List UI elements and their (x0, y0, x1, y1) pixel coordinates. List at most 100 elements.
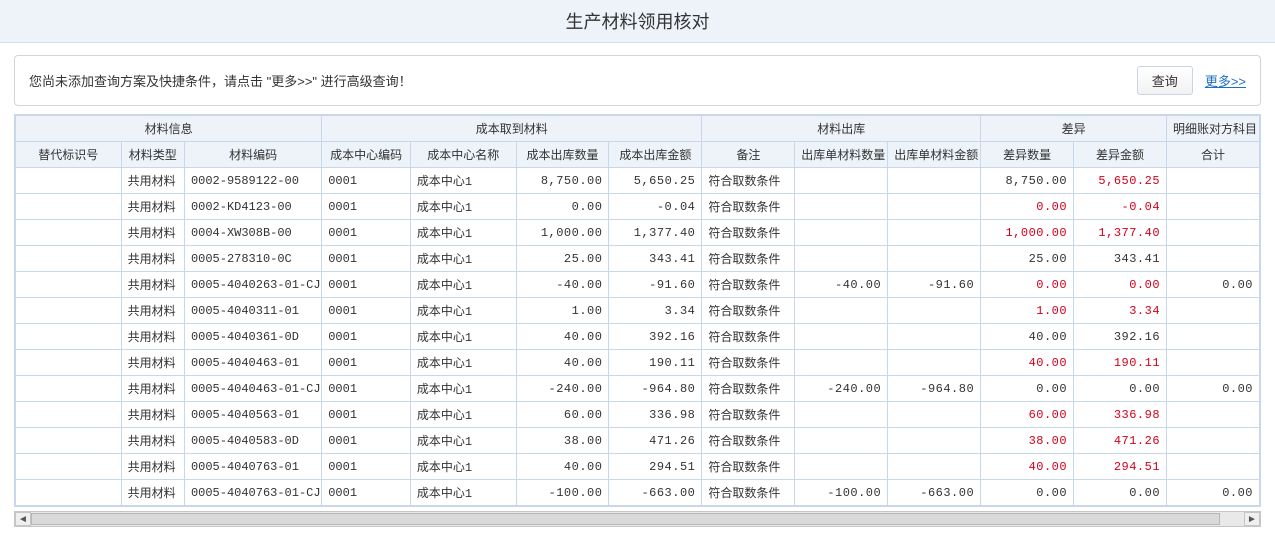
table-cell: 38.00 (981, 428, 1074, 454)
table-cell: 共用材料 (121, 220, 184, 246)
table-cell: 0005-4040463-01 (184, 350, 321, 376)
table-cell (1167, 454, 1260, 480)
table-cell: 0001 (322, 454, 411, 480)
table-cell: -91.60 (609, 272, 702, 298)
table-cell: 成本中心1 (410, 194, 516, 220)
table-cell: 25.00 (981, 246, 1074, 272)
table-cell (16, 168, 122, 194)
table-cell: 60.00 (981, 402, 1074, 428)
table-cell: 5,650.25 (1074, 168, 1167, 194)
table-cell: 0005-4040763-01-CJ (184, 480, 321, 506)
table-cell: 294.51 (1074, 454, 1167, 480)
col-cost-out-amt[interactable]: 成本出库金额 (609, 142, 702, 168)
col-out-amt[interactable]: 出库单材料金额 (888, 142, 981, 168)
table-cell (16, 376, 122, 402)
table-row[interactable]: 共用材料0005-4040361-0D0001成本中心140.00392.16符… (16, 324, 1260, 350)
table-cell: 1,377.40 (1074, 220, 1167, 246)
filter-bar: 您尚未添加查询方案及快捷条件，请点击 "更多>>" 进行高级查询！ 查询 更多>… (14, 55, 1261, 106)
table-cell: -91.60 (888, 272, 981, 298)
table-cell: 0001 (322, 480, 411, 506)
col-cost-out-qty[interactable]: 成本出库数量 (516, 142, 609, 168)
scroll-left-icon[interactable]: ◄ (15, 512, 31, 526)
table-cell: 471.26 (609, 428, 702, 454)
table-cell: 0002-KD4123-00 (184, 194, 321, 220)
col-cost-center-code[interactable]: 成本中心编码 (322, 142, 411, 168)
group-diff: 差异 (981, 116, 1167, 142)
table-row[interactable]: 共用材料0002-KD4123-000001成本中心10.00-0.04符合取数… (16, 194, 1260, 220)
table-cell (888, 246, 981, 272)
table-row[interactable]: 共用材料0005-4040463-010001成本中心140.00190.11符… (16, 350, 1260, 376)
table-cell: 0001 (322, 298, 411, 324)
table-cell (1167, 220, 1260, 246)
col-cost-center-name[interactable]: 成本中心名称 (410, 142, 516, 168)
table-cell: -964.80 (609, 376, 702, 402)
table-cell: 成本中心1 (410, 298, 516, 324)
scroll-track[interactable] (31, 512, 1244, 526)
table-cell (795, 246, 888, 272)
table-cell: 0.00 (516, 194, 609, 220)
table-cell: 0001 (322, 220, 411, 246)
table-cell: 0.00 (1167, 480, 1260, 506)
table-cell: 0005-4040563-01 (184, 402, 321, 428)
table-cell (16, 246, 122, 272)
table-row[interactable]: 共用材料0005-4040583-0D0001成本中心138.00471.26符… (16, 428, 1260, 454)
table-cell: 0.00 (1167, 376, 1260, 402)
table-cell (16, 350, 122, 376)
table-row[interactable]: 共用材料0005-4040263-01-CJ0001成本中心1-40.00-91… (16, 272, 1260, 298)
table-cell: 成本中心1 (410, 220, 516, 246)
table-cell: 392.16 (609, 324, 702, 350)
table-cell: 0004-XW308B-00 (184, 220, 321, 246)
table-cell (795, 428, 888, 454)
table-cell (1167, 350, 1260, 376)
table-row[interactable]: 共用材料0002-9589122-000001成本中心18,750.005,65… (16, 168, 1260, 194)
col-diff-amt[interactable]: 差异金额 (1074, 142, 1167, 168)
col-total[interactable]: 合计 (1167, 142, 1260, 168)
table-cell: 0001 (322, 402, 411, 428)
table-row[interactable]: 共用材料0005-278310-0C0001成本中心125.00343.41符合… (16, 246, 1260, 272)
table-cell: 1,000.00 (981, 220, 1074, 246)
table-row[interactable]: 共用材料0005-4040563-010001成本中心160.00336.98符… (16, 402, 1260, 428)
header-row-columns: 替代标识号 材料类型 材料编码 成本中心编码 成本中心名称 成本出库数量 成本出… (16, 142, 1260, 168)
data-table: 材料信息 成本取到材料 材料出库 差异 明细账对方科目 替代标识号 材料类型 材… (15, 115, 1260, 506)
col-diff-qty[interactable]: 差异数量 (981, 142, 1074, 168)
scroll-thumb[interactable] (31, 513, 1220, 525)
table-cell: -240.00 (516, 376, 609, 402)
table-cell: 0.00 (1074, 376, 1167, 402)
more-link[interactable]: 更多>> (1205, 71, 1246, 90)
col-out-qty[interactable]: 出库单材料数量 (795, 142, 888, 168)
table-cell: -964.80 (888, 376, 981, 402)
table-cell: 0.00 (981, 194, 1074, 220)
table-cell (795, 298, 888, 324)
table-cell (16, 272, 122, 298)
col-sub-flag[interactable]: 替代标识号 (16, 142, 122, 168)
table-row[interactable]: 共用材料0005-4040763-010001成本中心140.00294.51符… (16, 454, 1260, 480)
table-cell: 符合取数条件 (702, 220, 795, 246)
query-button[interactable]: 查询 (1137, 66, 1193, 95)
table-cell (888, 298, 981, 324)
table-cell (1167, 246, 1260, 272)
table-row[interactable]: 共用材料0005-4040763-01-CJ0001成本中心1-100.00-6… (16, 480, 1260, 506)
table-cell: 471.26 (1074, 428, 1167, 454)
scroll-right-icon[interactable]: ► (1244, 512, 1260, 526)
table-cell: 0005-278310-0C (184, 246, 321, 272)
table-cell: 共用材料 (121, 350, 184, 376)
table-cell: 符合取数条件 (702, 454, 795, 480)
table-row[interactable]: 共用材料0005-4040311-010001成本中心11.003.34符合取数… (16, 298, 1260, 324)
col-remark[interactable]: 备注 (702, 142, 795, 168)
header-row-groups: 材料信息 成本取到材料 材料出库 差异 明细账对方科目 (16, 116, 1260, 142)
col-material-code[interactable]: 材料编码 (184, 142, 321, 168)
col-material-type[interactable]: 材料类型 (121, 142, 184, 168)
table-cell: 0001 (322, 428, 411, 454)
table-cell (888, 324, 981, 350)
table-cell: 0005-4040463-01-CJ (184, 376, 321, 402)
table-cell (16, 402, 122, 428)
table-cell: -0.04 (609, 194, 702, 220)
horizontal-scrollbar[interactable]: ◄ ► (14, 511, 1261, 527)
table-cell: 符合取数条件 (702, 376, 795, 402)
table-row[interactable]: 共用材料0004-XW308B-000001成本中心1 1,000.001,377… (16, 220, 1260, 246)
table-row[interactable]: 共用材料0005-4040463-01-CJ0001成本中心1-240.00-9… (16, 376, 1260, 402)
table-cell (795, 402, 888, 428)
table-cell (888, 168, 981, 194)
table-cell (795, 220, 888, 246)
table-cell: 成本中心1 (410, 168, 516, 194)
